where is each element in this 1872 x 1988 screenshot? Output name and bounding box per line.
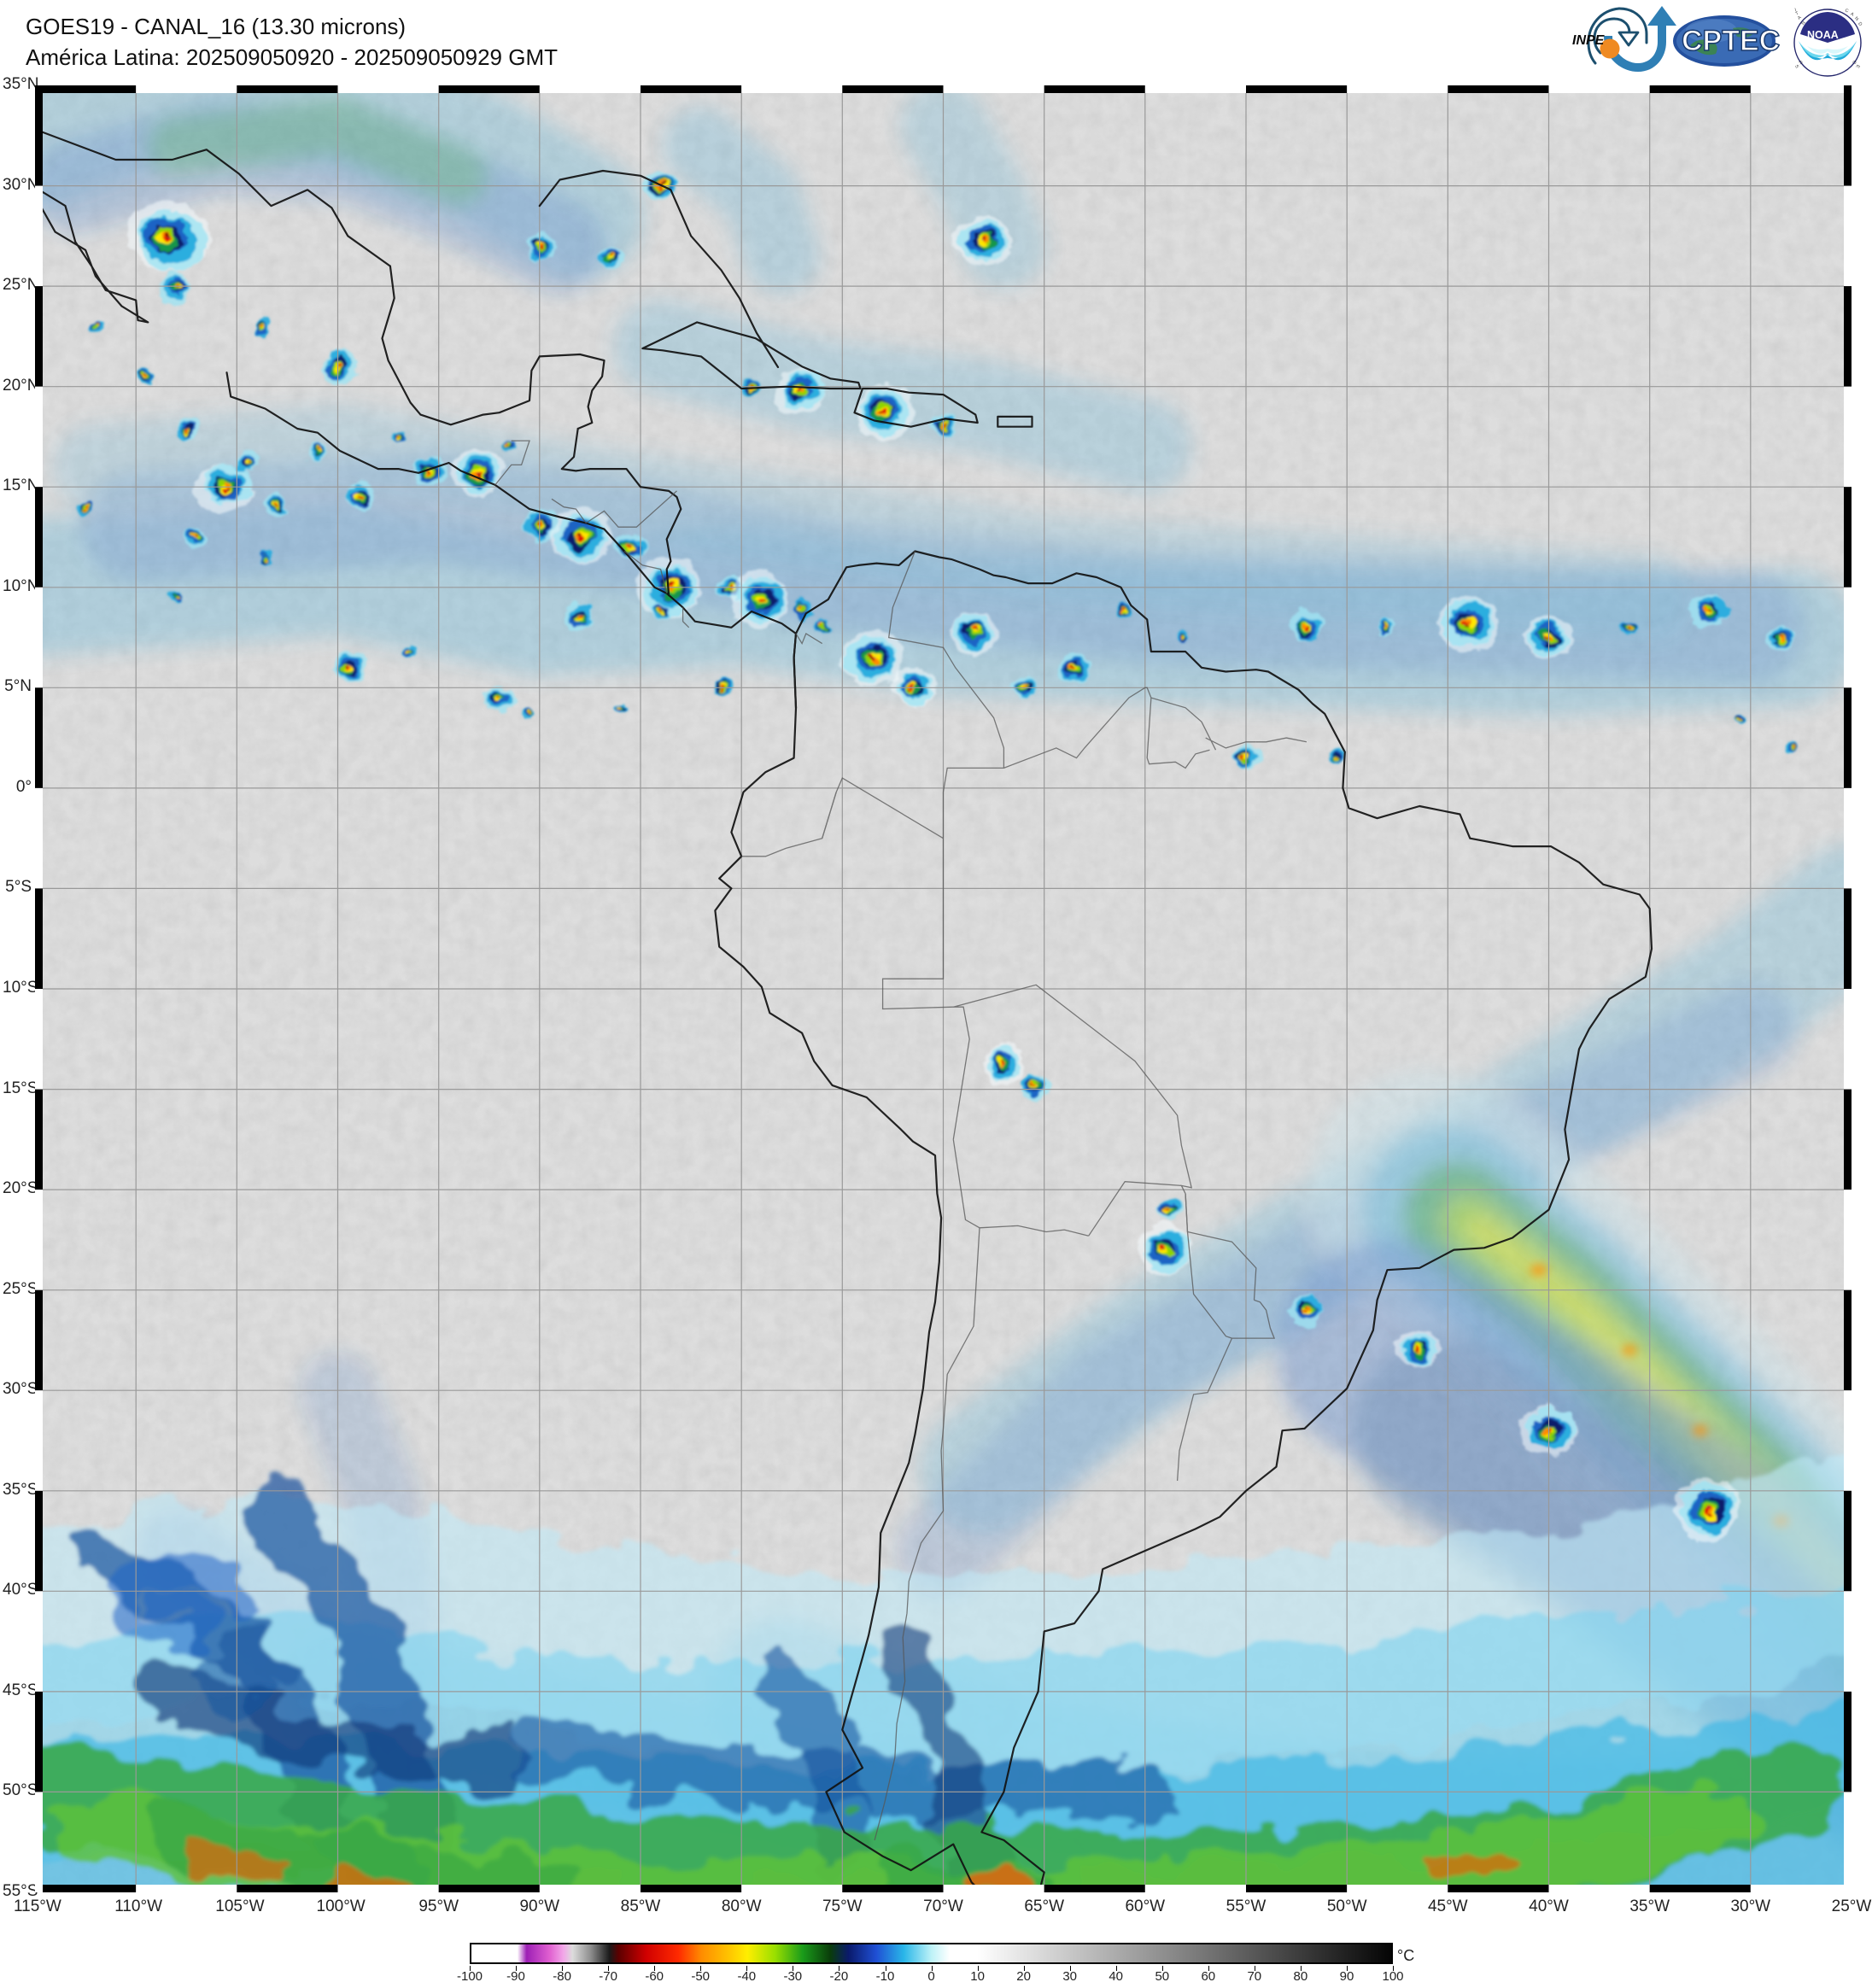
svg-text:NOAA: NOAA: [1807, 29, 1839, 41]
svg-text:N: N: [1853, 16, 1859, 22]
svg-text:CPTEC: CPTEC: [1682, 25, 1780, 57]
svg-text:A: A: [1849, 12, 1854, 18]
svg-text:INPE: INPE: [1572, 33, 1606, 48]
svg-text:D: D: [1857, 21, 1863, 27]
svg-text:C: C: [1845, 9, 1850, 15]
